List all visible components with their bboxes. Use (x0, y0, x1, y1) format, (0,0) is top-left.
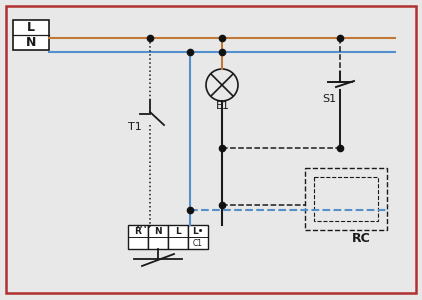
Text: L: L (27, 21, 35, 34)
Bar (13, 20, 49, 50)
Bar (305, 168, 387, 230)
Bar (168, 225, 188, 249)
Text: S1: S1 (322, 94, 336, 104)
Text: RC: RC (352, 232, 371, 245)
Text: N: N (26, 36, 36, 49)
Text: R: R (135, 226, 141, 236)
Text: E1: E1 (216, 101, 230, 111)
Bar (314, 177, 378, 221)
Text: T1: T1 (128, 122, 142, 132)
Text: L•: L• (192, 226, 204, 236)
Bar (188, 225, 208, 249)
Text: N: N (154, 226, 162, 236)
Bar (128, 225, 148, 249)
Text: C1: C1 (193, 239, 203, 248)
Text: L: L (175, 226, 181, 236)
Bar (148, 225, 168, 249)
